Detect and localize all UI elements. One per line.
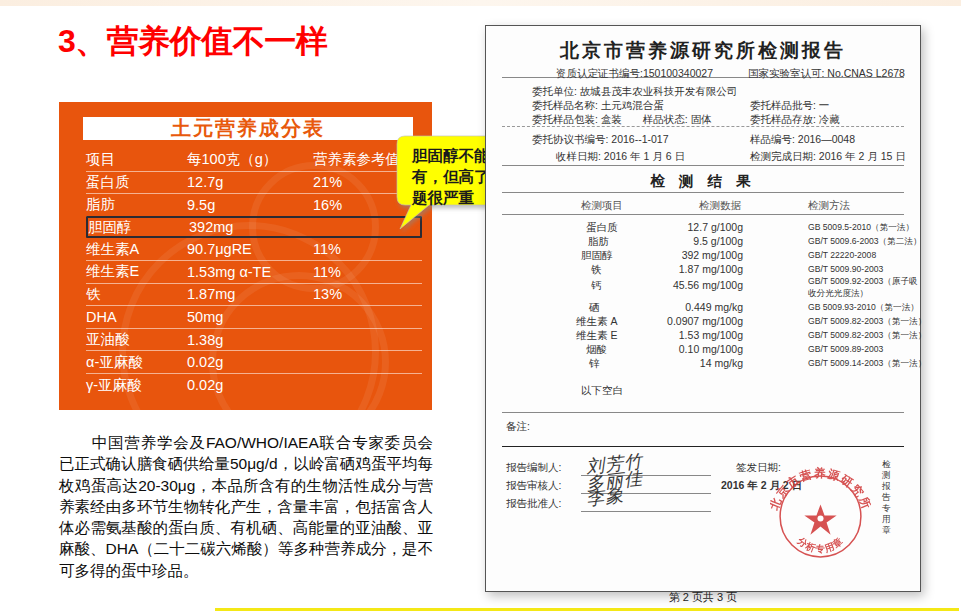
svg-text:分析专用章: 分析专用章 [795, 534, 846, 554]
